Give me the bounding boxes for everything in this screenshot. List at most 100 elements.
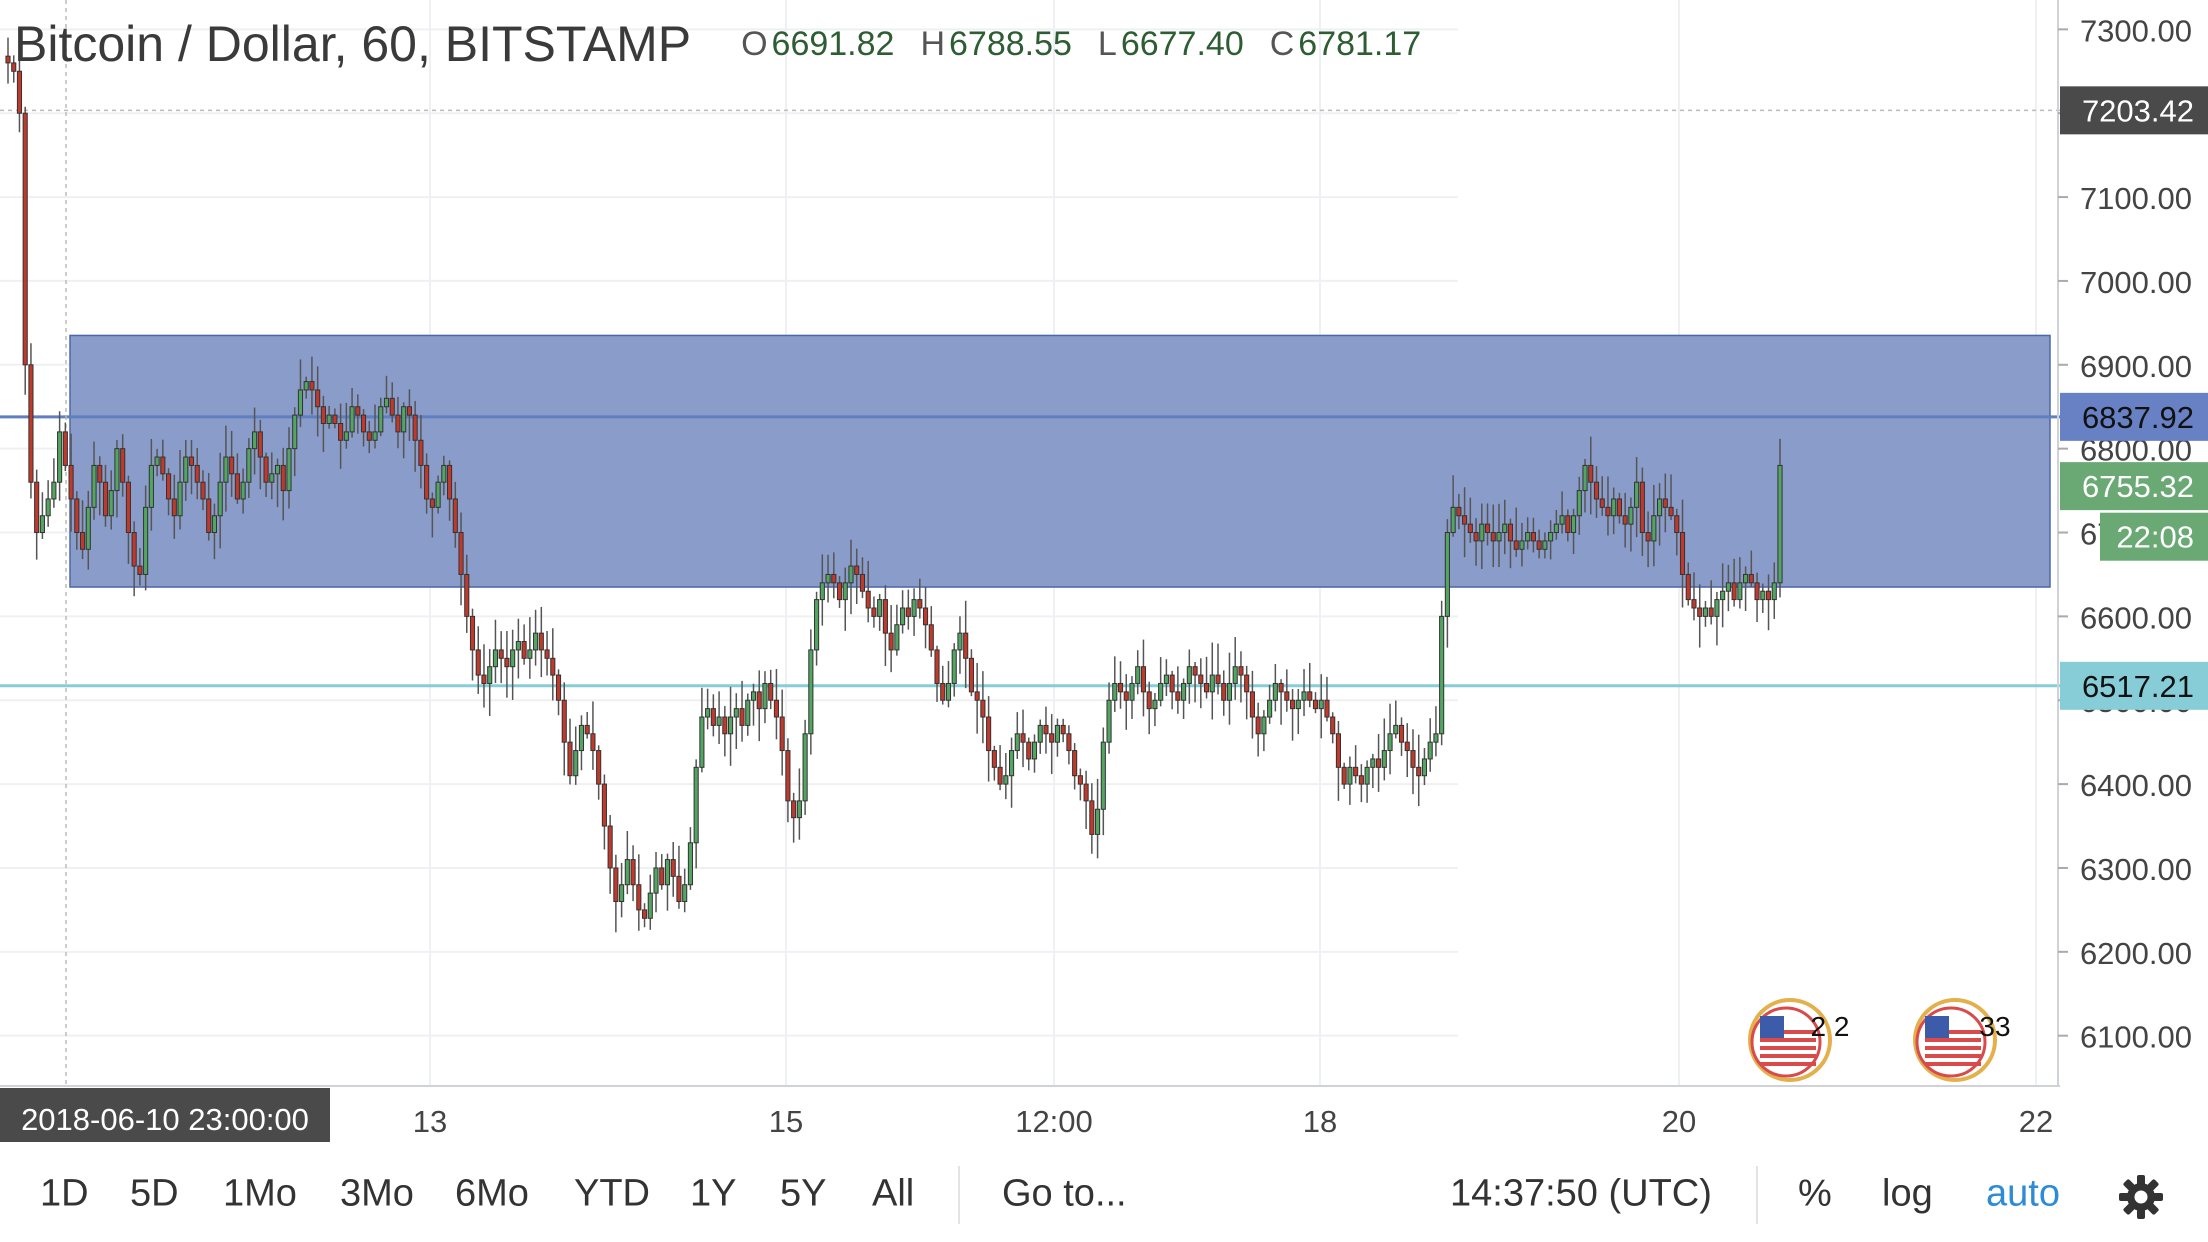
low-label: L bbox=[1097, 24, 1117, 63]
candle-body bbox=[1685, 573, 1691, 601]
candle-body bbox=[200, 481, 206, 500]
symbol-title[interactable]: Bitcoin / Dollar, 60, BITSTAMP bbox=[14, 16, 692, 72]
candle-body bbox=[1312, 699, 1319, 710]
candle-body bbox=[659, 867, 665, 886]
candle-body bbox=[1330, 716, 1336, 735]
candle-body bbox=[45, 498, 51, 517]
candle-body bbox=[1203, 682, 1210, 693]
range-ytd-button[interactable]: YTD bbox=[574, 1172, 650, 1215]
candle-body bbox=[894, 624, 900, 651]
candle-body bbox=[699, 716, 705, 768]
price-tick-label: 7100.00 bbox=[2080, 181, 2192, 216]
candle-body bbox=[819, 582, 825, 601]
candle-body bbox=[584, 724, 590, 735]
gear-icon[interactable] bbox=[2118, 1174, 2164, 1220]
candle-body bbox=[1192, 666, 1198, 676]
us-flag-event-icon[interactable]: 33 bbox=[1913, 998, 2011, 1082]
candle-body bbox=[1502, 523, 1508, 534]
candle-body bbox=[1186, 666, 1192, 684]
candle-body bbox=[492, 649, 499, 668]
log-toggle[interactable]: log bbox=[1882, 1172, 1933, 1215]
candle-body bbox=[28, 364, 34, 483]
goto-button[interactable]: Go to... bbox=[1002, 1172, 1127, 1215]
candle-body bbox=[1140, 666, 1147, 693]
price-chart[interactable]: 7300.007200.007100.007000.006900.006800.… bbox=[0, 0, 2208, 1146]
candle-body bbox=[1261, 716, 1267, 735]
candle-body bbox=[773, 699, 780, 718]
candle-body bbox=[1123, 691, 1129, 701]
candle-body bbox=[1335, 733, 1341, 768]
candle-body bbox=[693, 766, 699, 844]
candle-body bbox=[1301, 691, 1307, 701]
candle-body bbox=[360, 414, 367, 433]
candle-body bbox=[1072, 750, 1078, 777]
candle-body bbox=[550, 657, 556, 676]
candle-body bbox=[412, 414, 418, 441]
candle-body bbox=[469, 615, 476, 651]
candle-body bbox=[848, 565, 854, 584]
candle-body bbox=[320, 406, 326, 424]
utc-clock[interactable]: 14:37:50 (UTC) bbox=[1450, 1172, 1712, 1215]
auto-toggle[interactable]: auto bbox=[1986, 1172, 2060, 1215]
range-all-button[interactable]: All bbox=[872, 1172, 915, 1215]
crosshair-time-label: 2018-06-10 23:00:00 bbox=[21, 1102, 309, 1137]
toolbar-divider bbox=[1756, 1166, 1758, 1224]
candle-body bbox=[1765, 590, 1772, 601]
candle-body bbox=[269, 473, 275, 483]
candle-body bbox=[768, 682, 774, 701]
candle-body bbox=[900, 607, 906, 626]
candle-body bbox=[1077, 775, 1083, 785]
range-5d-button[interactable]: 5D bbox=[130, 1172, 179, 1215]
candle-body bbox=[1324, 699, 1330, 718]
us-flag-event-icon[interactable]: 2 2 bbox=[1748, 998, 1850, 1082]
candle-body bbox=[315, 389, 321, 408]
price-tick-label: 7300.00 bbox=[2080, 13, 2192, 48]
candle-body bbox=[1031, 741, 1038, 760]
time-tick-label: 13 bbox=[413, 1104, 447, 1139]
candle-body bbox=[940, 682, 946, 701]
candle-body bbox=[641, 909, 648, 919]
flag-stripe bbox=[1925, 1062, 1981, 1066]
candle-body bbox=[1582, 464, 1588, 492]
candle-body bbox=[997, 766, 1003, 785]
range-1mo-button[interactable]: 1Mo bbox=[223, 1172, 297, 1215]
candle-body bbox=[1060, 724, 1066, 735]
event-count: 2 2 bbox=[1811, 1011, 1850, 1042]
range-1y-button[interactable]: 1Y bbox=[690, 1172, 737, 1215]
candle-body bbox=[1238, 666, 1244, 676]
candle-body bbox=[590, 733, 596, 752]
candle-body bbox=[395, 414, 401, 433]
candle-body bbox=[733, 708, 739, 718]
candle-body bbox=[573, 750, 579, 777]
range-6mo-button[interactable]: 6Mo bbox=[455, 1172, 529, 1215]
candle-body bbox=[1221, 682, 1227, 701]
candle-body bbox=[705, 708, 711, 718]
candle-body bbox=[34, 481, 40, 534]
flag-stripe bbox=[1760, 1030, 1816, 1034]
candle-body bbox=[1674, 515, 1680, 534]
candle-body bbox=[1295, 699, 1301, 710]
candle-body bbox=[1318, 699, 1324, 710]
candle-body bbox=[1588, 464, 1594, 483]
candle-body bbox=[1175, 691, 1181, 701]
candle-body bbox=[217, 481, 223, 517]
candle-body bbox=[487, 666, 493, 684]
range-3mo-button[interactable]: 3Mo bbox=[340, 1172, 414, 1215]
price-tick-label: 6100.00 bbox=[2080, 1020, 2192, 1055]
candle-body bbox=[607, 825, 613, 869]
candle-body bbox=[343, 431, 349, 441]
candle-body bbox=[934, 649, 940, 684]
percent-toggle[interactable]: % bbox=[1798, 1172, 1832, 1215]
candle-body bbox=[1112, 682, 1118, 701]
candle-body bbox=[1760, 590, 1766, 601]
flag-canton bbox=[1760, 1016, 1784, 1038]
price-label-bg bbox=[2060, 392, 2208, 441]
candle-body bbox=[292, 414, 298, 450]
range-5y-button[interactable]: 5Y bbox=[780, 1172, 827, 1215]
candle-body bbox=[1410, 750, 1416, 768]
candle-body bbox=[286, 448, 292, 492]
time-tick-label: 12:00 bbox=[1015, 1104, 1093, 1139]
candle-body bbox=[1479, 523, 1485, 542]
range-1d-button[interactable]: 1D bbox=[40, 1172, 89, 1215]
candle-body bbox=[188, 456, 195, 466]
